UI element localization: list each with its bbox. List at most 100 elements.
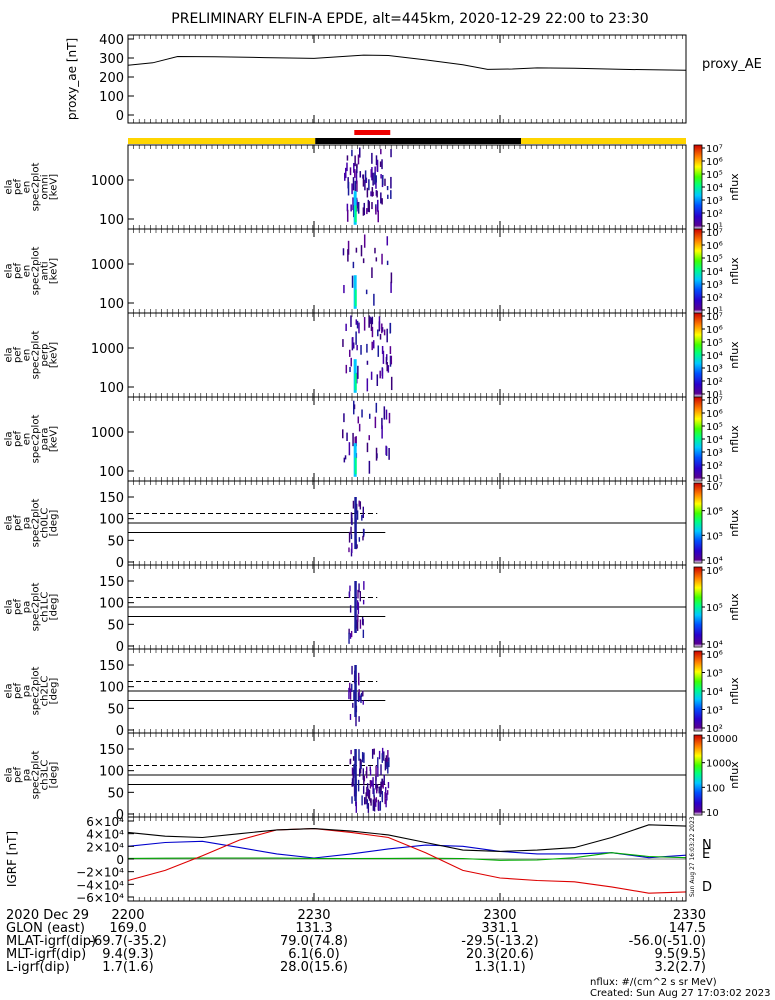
- pitch-angle-pixel: [351, 513, 353, 525]
- colorbar-tick-label: 10⁷: [706, 396, 723, 407]
- colorbar-tick-label: 10⁷: [706, 312, 723, 323]
- pitch-angle-pixel: [352, 774, 354, 787]
- spectrogram-ylabel-line: [keV]: [49, 174, 60, 200]
- colorbar-label: nflux: [728, 761, 741, 789]
- pitch-angle-ylabel-line: ch3LC: [40, 760, 51, 791]
- colorbar-tick-label: 10⁵: [706, 531, 723, 542]
- spectrogram-pixel: [383, 329, 386, 336]
- spectrogram-pixel: [355, 170, 358, 184]
- orbit-row-value: 169.0: [109, 921, 147, 936]
- igrf-ytick-label: 4×10⁴: [86, 828, 124, 842]
- pitch-angle-pixel: [362, 690, 364, 697]
- colorbar-tick-label: 10⁵: [706, 338, 723, 349]
- spectrogram-pixel: [345, 364, 348, 374]
- pitch-angle-pixel: [380, 764, 382, 776]
- pitch-angle-ylabel-line: spec2plot: [31, 583, 42, 632]
- colorbar-tick-label: 10⁶: [706, 409, 723, 420]
- spectrogram-colorbar: [693, 396, 703, 482]
- pitch-angle-pixel: [349, 688, 352, 700]
- orbit-row-value: 79.0(74.8): [279, 934, 349, 949]
- spectrogram-pixel: [354, 155, 356, 167]
- pitch-angle-pixel: [361, 616, 364, 625]
- orbit-row-value: -29.5(-13.2): [461, 934, 539, 949]
- pitch-angle-pixel: [359, 591, 362, 602]
- pitch-angle-pixel: [362, 768, 364, 780]
- colorbar-tick-label: 10¹: [706, 306, 723, 317]
- pitch-angle-pixel: [360, 694, 362, 704]
- orbit-row-label: 2020 Dec 29: [6, 908, 90, 923]
- pitch-angle-ytick-label: 100: [99, 681, 124, 696]
- pitch-angle-pixel: [363, 529, 365, 536]
- spectrogram-pixel: [390, 376, 393, 391]
- spectrogram-ylabel-line: para: [40, 428, 51, 451]
- spectrogram-pixel: [372, 340, 375, 349]
- pitch-angle-ytick-label: 0: [116, 724, 124, 739]
- spectrogram-pixel: [372, 172, 374, 186]
- pitch-angle-pixel: [366, 786, 368, 797]
- pitch-angle-ylabel-line: pa: [22, 517, 33, 529]
- colorbar-tick-label: 10²: [706, 724, 723, 735]
- pitch-angle-pixel: [372, 799, 375, 811]
- spectrogram-ylabel-line: en: [22, 265, 33, 278]
- spectrogram-pixel: [350, 357, 352, 367]
- pitch-angle-pixel: [369, 766, 371, 772]
- pitch-angle-ytick-label: 150: [99, 575, 124, 590]
- spectrogram-pixel: [355, 436, 357, 447]
- pitch-angle-pixel: [386, 793, 388, 801]
- pitch-angle-ylabel-line: pa: [22, 601, 33, 613]
- pitch-angle-pixel: [388, 757, 390, 768]
- orbit-row-value: 3.2(2.7): [654, 960, 707, 975]
- spectrogram-pixel: [390, 355, 393, 365]
- colorbar-tick-label: 10³: [706, 280, 723, 291]
- spectrogram-pixel: [362, 174, 365, 187]
- pitch-angle-pixel: [352, 702, 354, 708]
- colorbar-tick-label: 10⁴: [706, 351, 723, 362]
- spectrogram-pixel: [380, 174, 382, 179]
- spectrogram-ylabel-line: [keV]: [49, 342, 60, 368]
- pitch-angle-ylabel-line: ch2LC: [40, 676, 51, 707]
- spectrogram-pixel: [371, 167, 373, 181]
- pitch-angle-pixel: [367, 803, 370, 813]
- spectrogram-pixel: [386, 362, 388, 372]
- pitch-angle-ytick-label: 150: [99, 491, 124, 506]
- pitch-angle-pixel: [385, 798, 387, 808]
- pitch-angle-pixel: [350, 749, 352, 755]
- spectrogram-pixel: [370, 317, 373, 332]
- pitch-angle-pixel: [354, 581, 357, 633]
- pitch-angle-pixel: [381, 783, 383, 788]
- pitch-angle-pixel: [355, 801, 358, 813]
- pitch-angle-pixel: [357, 614, 359, 622]
- spectrogram-pixel: [366, 378, 369, 392]
- spectrogram-pixel: [380, 192, 382, 204]
- spectrogram-pixel: [370, 371, 373, 380]
- spectrogram-pixel: [390, 281, 392, 293]
- igrf-ytick-label: 2×10⁴: [86, 840, 124, 854]
- spectrogram-pixel: [375, 447, 378, 461]
- pitch-angle-pixel: [351, 665, 353, 675]
- spectrogram-pixel: [354, 169, 356, 178]
- pitch-angle-ylabel-line: ela: [4, 683, 15, 698]
- spectrogram-pixel: [364, 179, 366, 191]
- colorbar-tick-label: 10⁷: [706, 482, 723, 493]
- pitch-angle-colorbar: [693, 734, 703, 816]
- spectrogram-pixel: [342, 248, 345, 256]
- spectrogram-pixel: [354, 180, 357, 192]
- colorbar-tick-label: 10⁶: [706, 157, 723, 168]
- pitch-angle-pixel: [350, 526, 352, 535]
- spectrogram-pixel: [359, 171, 362, 178]
- pitch-angle-pixel: [362, 629, 365, 638]
- spectrogram-pixel: [357, 154, 360, 165]
- colorbar-tick-label: 10: [706, 808, 719, 819]
- spectrogram-frame: [127, 312, 687, 398]
- pitch-angle-ytick-label: 150: [99, 659, 124, 674]
- pitch-angle-pixel: [352, 768, 354, 779]
- spectrogram-pixel: [356, 164, 358, 174]
- spectrogram-ytick-label: 100: [99, 297, 124, 312]
- status-bar-segment: [521, 138, 686, 144]
- pitch-angle-ylabel-line: [deg]: [49, 678, 60, 705]
- spectrogram-ylabel-line: anti: [40, 261, 51, 280]
- spectrogram-pixel: [375, 257, 378, 262]
- spectrogram-pixel: [346, 162, 348, 172]
